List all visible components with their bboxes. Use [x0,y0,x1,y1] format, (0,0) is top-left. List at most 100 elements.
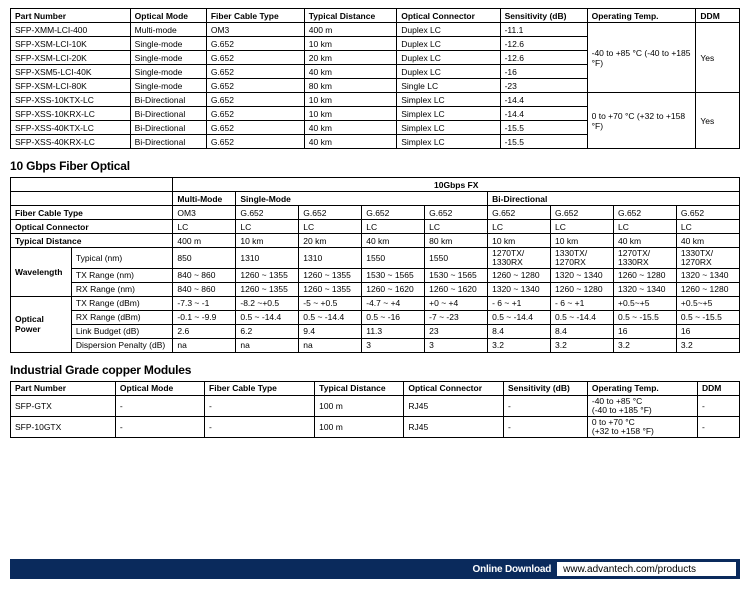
table-row: SFP-10GTX--100 mRJ45-0 to +70 °C(+32 to … [11,416,740,437]
cell: 1260 ~ 1280 [551,282,614,296]
table-row: Wavelength Typical (nm) 8501310131015501… [11,248,740,269]
cell: -5 ~ +0.5 [299,296,362,310]
cell: G.652 [206,93,304,107]
cell: Single-mode [130,65,206,79]
row-label: Optical Power [11,296,72,352]
table-row: Fiber Cable Type OM3G.652G.652G.652G.652… [11,206,740,220]
table-row: SFP-GTX--100 mRJ45--40 to +85 °C(-40 to … [11,395,740,416]
cell: 1330TX/1270RX [676,248,739,269]
cell: 1260 ~ 1355 [299,282,362,296]
cell: 1260 ~ 1280 [488,268,551,282]
cell: 6.2 [236,324,299,338]
cell: 3.2 [676,338,739,352]
cell: - [698,395,740,416]
table-row: 10Gbps FX [11,178,740,192]
cell: 11.3 [362,324,425,338]
cell: 80 km [425,234,488,248]
col-header: Optical Connector [397,9,500,23]
cell: 3.2 [488,338,551,352]
cell: 23 [425,324,488,338]
cell: 10 km [236,234,299,248]
cell: Bi-Directional [130,121,206,135]
cell: 3 [425,338,488,352]
cell: 40 km [613,234,676,248]
col-header: Fiber Cable Type [206,9,304,23]
col-header: Part Number [11,381,116,395]
cell: SFP-10GTX [11,416,116,437]
cell: G.652 [206,135,304,149]
cell: 40 km [362,234,425,248]
col-header: DDM [698,381,740,395]
fiber-optical-spec-table: 10Gbps FX Multi-Mode Single-Mode Bi-Dire… [10,177,740,353]
cell: Single-mode [130,51,206,65]
col-header: Typical Distance [304,9,396,23]
cell: SFP-XSS-10KRX-LC [11,107,131,121]
cell: 20 km [304,51,396,65]
cell: - [115,416,204,437]
cell: LC [613,220,676,234]
cell: 0.5 ~ -15.5 [676,310,739,324]
cell: Simplex LC [397,135,500,149]
cell: 2.6 [173,324,236,338]
table-row: TX Range (nm) 840 ~ 8601260 ~ 13551260 ~… [11,268,740,282]
cell: 8.4 [551,324,614,338]
cell: 1270TX/1330RX [488,248,551,269]
cell: LC [299,220,362,234]
cell: 100 m [315,416,404,437]
cell: Single-mode [130,79,206,93]
col-header: Fiber Cable Type [205,381,315,395]
table-header-row: Part NumberOptical ModeFiber Cable TypeT… [11,9,740,23]
cell: 80 km [304,79,396,93]
footer-url[interactable]: www.advantech.com/products [557,562,736,576]
cell: SFP-XSM-LCI-10K [11,37,131,51]
cell: +0.5~+5 [613,296,676,310]
cell: - [115,395,204,416]
cell: - 6 ~ +1 [551,296,614,310]
cell: SFP-XSM5-LCI-40K [11,65,131,79]
mode-header: Bi-Directional [488,192,740,206]
cell: - [205,395,315,416]
sublabel: TX Range (dBm) [71,296,173,310]
cell: G.652 [236,206,299,220]
cell: Simplex LC [397,107,500,121]
cell: SFP-XMM-LCI-400 [11,23,131,37]
section-title-copper: Industrial Grade copper Modules [10,363,740,377]
cell: 3.2 [613,338,676,352]
col-header: Optical Mode [130,9,206,23]
cell: Duplex LC [397,65,500,79]
table-row: Multi-Mode Single-Mode Bi-Directional [11,192,740,206]
cell: G.652 [551,206,614,220]
cell: G.652 [676,206,739,220]
cell: 1320 ~ 1340 [676,268,739,282]
col-header: Operating Temp. [587,381,697,395]
cell: 100 m [315,395,404,416]
cell: G.652 [362,206,425,220]
sublabel: RX Range (nm) [71,282,173,296]
cell: 0.5 ~ -16 [362,310,425,324]
section-title-10g: 10 Gbps Fiber Optical [10,159,740,173]
footer-label: Online Download [472,564,551,575]
cell: -12.6 [500,37,587,51]
cell: na [299,338,362,352]
cell: 1260 ~ 1355 [236,268,299,282]
row-label: Typical Distance [11,234,173,248]
col-header: Part Number [11,9,131,23]
cell: 1260 ~ 1620 [362,282,425,296]
cell: 40 km [304,135,396,149]
cell: SFP-XSS-40KTX-LC [11,121,131,135]
cell: -7.3 ~ -1 [173,296,236,310]
cell: 1270TX/1330RX [613,248,676,269]
cell: LC [362,220,425,234]
cell: na [236,338,299,352]
cell: 0.5 ~ -14.4 [236,310,299,324]
col-header: Sensitivity (dB) [503,381,587,395]
sublabel: RX Range (dBm) [71,310,173,324]
col-header: Sensitivity (dB) [500,9,587,23]
cell: 0 to +70 °C(+32 to +158 °F) [587,416,697,437]
cell: LC [676,220,739,234]
cell: 1320 ~ 1340 [488,282,551,296]
cell: SFP-GTX [11,395,116,416]
cell: 850 [173,248,236,269]
cell: -40 to +85 °C(-40 to +185 °F) [587,395,697,416]
cell: 0.5 ~ -14.4 [488,310,551,324]
